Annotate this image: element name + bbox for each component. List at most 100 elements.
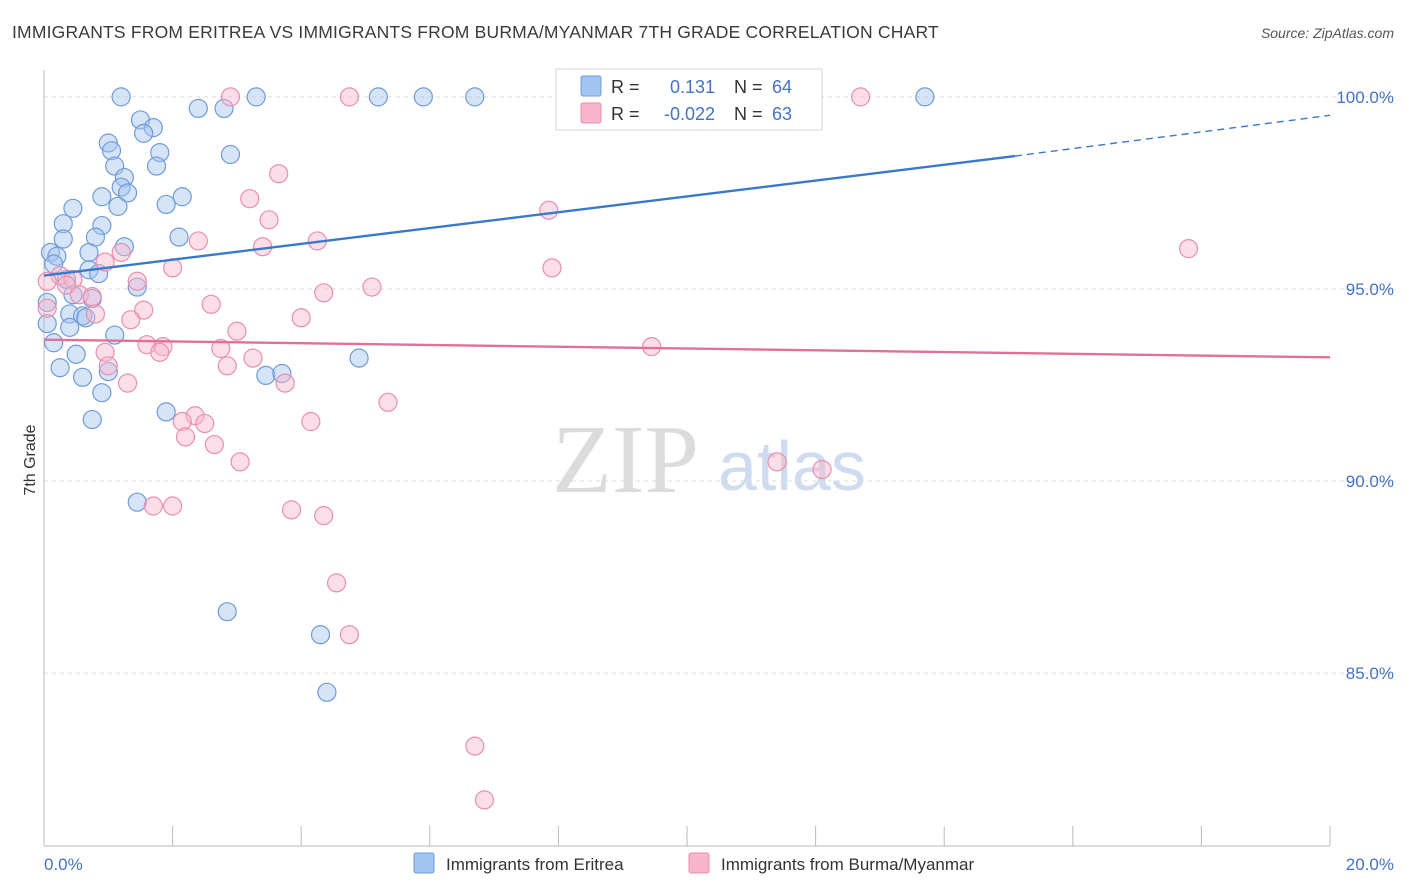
point-burma-48 (204, 434, 224, 455)
point-burma-58 (465, 736, 485, 756)
point-burma-34 (642, 336, 662, 357)
point-burma-39 (217, 356, 237, 376)
point-eritrea-26 (92, 215, 112, 236)
stats-swatch-burma (580, 102, 602, 124)
point-burma-42 (378, 392, 398, 412)
point-eritrea-11 (98, 133, 118, 153)
stats-n-value-burma: 63 (772, 104, 792, 124)
point-burma-51 (812, 459, 832, 480)
y-tick-label-3: 85.0% (1346, 664, 1394, 683)
gridlines (44, 96, 1390, 674)
point-burma-44 (172, 411, 192, 432)
point-burma-10 (111, 242, 131, 263)
point-eritrea-20 (117, 183, 138, 203)
stats-r-value-eritrea: 0.131 (670, 77, 715, 97)
point-burma-52 (143, 496, 163, 516)
point-eritrea-32 (79, 242, 99, 263)
point-burma-7 (188, 231, 208, 251)
series-eritrea-points (37, 87, 935, 702)
point-burma-19 (127, 271, 147, 291)
point-eritrea-22 (156, 194, 176, 215)
point-eritrea-62 (317, 682, 337, 702)
x-tick-label-min: 0.0% (44, 855, 83, 874)
point-eritrea-24 (63, 198, 83, 218)
point-eritrea-52 (98, 361, 118, 382)
legend-label-burma: Immigrants from Burma/Myanmar (721, 855, 974, 874)
point-eritrea-29 (169, 227, 189, 247)
legend-label-eritrea: Immigrants from Eritrea (446, 855, 624, 874)
point-eritrea-19 (92, 187, 112, 207)
chart-title: IMMIGRANTS FROM ERITREA VS IMMIGRANTS FR… (12, 22, 939, 42)
point-burma-1 (339, 87, 360, 107)
point-burma-49 (230, 452, 250, 472)
stats-r-value-burma: -0.022 (664, 104, 715, 124)
point-eritrea-14 (220, 144, 241, 165)
point-burma-40 (117, 373, 138, 393)
point-eritrea-9 (143, 118, 163, 138)
series-burma-points (37, 87, 1199, 810)
point-eritrea-49 (66, 344, 86, 364)
trend-line-eritrea-extension (1014, 114, 1331, 157)
point-burma-36 (150, 342, 170, 362)
y-tick-label-0: 100.0% (1336, 88, 1394, 107)
point-burma-30 (227, 321, 247, 341)
point-eritrea-23 (108, 196, 128, 216)
point-eritrea-3 (413, 87, 433, 107)
point-burma-57 (339, 625, 360, 645)
point-eritrea-33 (114, 237, 134, 257)
point-burma-41 (275, 373, 295, 393)
point-eritrea-34 (44, 254, 64, 274)
chart-legend: Immigrants from Eritrea Immigrants from … (413, 852, 974, 874)
point-eritrea-5 (915, 87, 935, 107)
stats-n-label-burma: N = (734, 104, 763, 124)
point-burma-5 (259, 210, 279, 230)
point-burma-4 (240, 189, 260, 209)
point-burma-28 (291, 308, 311, 328)
point-eritrea-57 (156, 402, 176, 422)
point-burma-6 (539, 200, 559, 220)
point-eritrea-0 (111, 87, 131, 107)
point-eritrea-39 (37, 292, 57, 313)
point-burma-56 (326, 573, 347, 593)
point-burma-0 (220, 87, 241, 107)
x-tick-label-max: 20.0% (1346, 855, 1394, 874)
legend-swatch-burma (688, 852, 710, 874)
point-burma-38 (98, 356, 118, 376)
point-burma-29 (121, 310, 141, 330)
point-eritrea-21 (172, 187, 192, 207)
point-eritrea-4 (465, 87, 485, 107)
point-eritrea-12 (101, 141, 122, 161)
point-burma-55 (314, 506, 334, 526)
stats-r-label-eritrea: R = (611, 77, 640, 97)
point-eritrea-10 (134, 123, 154, 143)
legend-swatch-eritrea (413, 852, 435, 874)
point-burma-14 (1178, 239, 1199, 259)
stats-legend: R = 0.131 N = 64 R = -0.022 N = 63 (555, 68, 823, 131)
stats-n-label-eritrea: N = (734, 77, 763, 97)
point-eritrea-56 (92, 383, 112, 403)
point-eritrea-50 (349, 348, 369, 368)
chart-source: Source: ZipAtlas.com (1261, 25, 1394, 41)
watermark-zip: ZIP (552, 406, 699, 514)
point-burma-53 (163, 496, 183, 516)
point-eritrea-53 (72, 367, 93, 387)
point-eritrea-27 (53, 229, 73, 249)
point-burma-33 (211, 338, 231, 359)
point-eritrea-58 (82, 409, 102, 430)
point-eritrea-40 (63, 285, 83, 305)
point-eritrea-60 (217, 602, 237, 622)
stats-n-value-eritrea: 64 (772, 77, 792, 97)
point-burma-45 (195, 413, 215, 434)
y-axis-label: 7th Grade (22, 424, 39, 495)
point-eritrea-38 (127, 277, 147, 297)
point-eritrea-7 (188, 98, 208, 119)
point-eritrea-46 (60, 317, 80, 337)
x-ticks (43, 826, 1331, 846)
point-eritrea-61 (310, 625, 331, 645)
trend-line-eritrea (43, 154, 1016, 277)
point-burma-50 (767, 452, 787, 472)
point-eritrea-44 (76, 308, 96, 328)
point-eritrea-1 (246, 87, 266, 107)
point-burma-20 (362, 277, 382, 297)
point-burma-37 (243, 348, 263, 368)
